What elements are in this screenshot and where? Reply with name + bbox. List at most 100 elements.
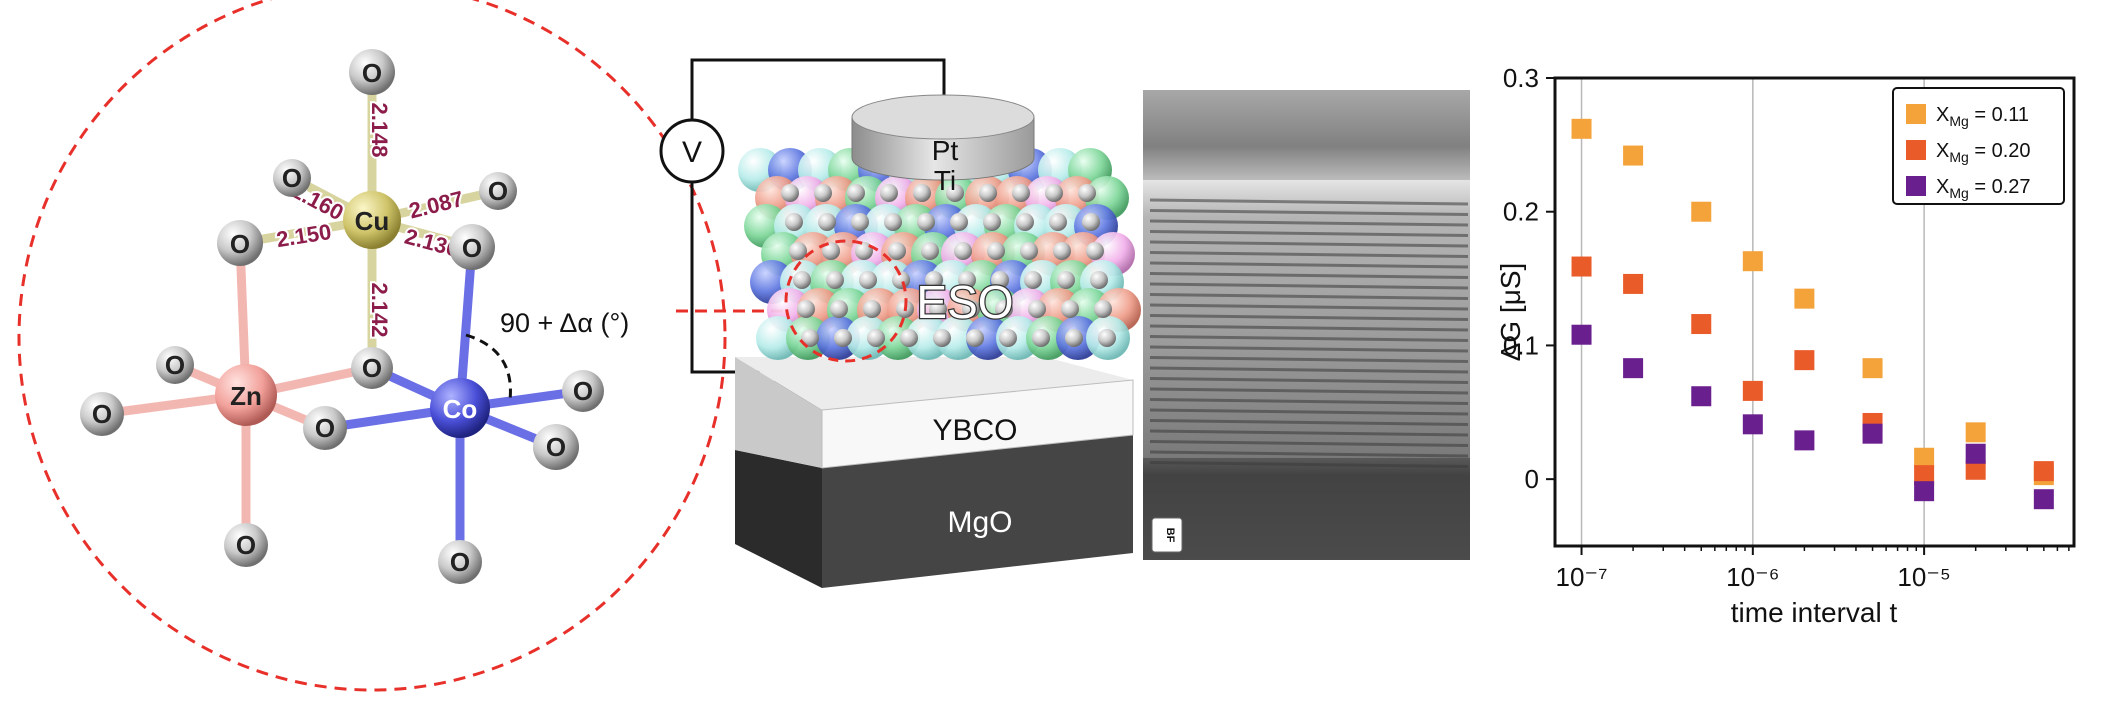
- lattice-fringe: [1149, 303, 1469, 311]
- film-sphere: [1049, 213, 1067, 231]
- film-sphere: [933, 329, 951, 347]
- film-sphere: [1032, 329, 1050, 347]
- film-sphere: [892, 271, 910, 289]
- bf-badge: BF: [1151, 517, 1183, 553]
- data-point: [1965, 422, 1986, 443]
- film-sphere: [814, 184, 832, 202]
- svg-text:O: O: [315, 413, 335, 443]
- chart-legend: XMg = 0.11 XMg = 0.20 XMg = 0.27: [1892, 87, 2065, 205]
- oxygen-atom: O: [273, 159, 311, 197]
- lattice-fringe: [1149, 335, 1469, 342]
- chart-panel: 10⁻⁷ 10⁻⁶ 10⁻⁵ 0 0.1 0.2 0.3 time interval t Δ…: [1495, 63, 2076, 628]
- legend-swatch: [1906, 140, 1926, 160]
- zn-atom: Zn: [215, 364, 277, 426]
- ybco-top: [735, 357, 1133, 410]
- film-sphere: [991, 271, 1009, 289]
- co-label: Co: [443, 394, 478, 424]
- data-point: [1623, 145, 1644, 166]
- lattice-fringe: [1149, 240, 1469, 248]
- film-sphere: [826, 271, 844, 289]
- film-sphere: [867, 329, 885, 347]
- lattice-fringe: [1149, 366, 1469, 374]
- data-point: [2033, 489, 2054, 510]
- data-point: [1794, 288, 1815, 309]
- lattice-fringe: [1149, 261, 1469, 269]
- film-sphere: [1065, 329, 1083, 347]
- data-point: [1571, 256, 1592, 277]
- oxygen-atom: O: [349, 49, 395, 95]
- lattice-fringe: [1149, 324, 1469, 332]
- film-sphere: [1024, 271, 1042, 289]
- legend-label: XMg = 0.20: [1936, 140, 2031, 165]
- oxygen-atom: O: [217, 220, 263, 266]
- film-sphere: [979, 184, 997, 202]
- lattice-fringe: [1149, 282, 1469, 290]
- oxygen-atom: O: [156, 346, 194, 384]
- angle-arc: [465, 333, 512, 401]
- ybco-front: [821, 379, 1134, 469]
- oxygen-atom: O: [303, 406, 347, 450]
- oxygen-atom: O: [449, 224, 495, 270]
- lattice-fringe: [1149, 272, 1469, 279]
- film-sphere: [797, 300, 815, 318]
- data-point: [1794, 350, 1815, 371]
- film-sphere: [966, 329, 984, 347]
- data-point: [1691, 201, 1712, 222]
- lattice-fringe: [1149, 219, 1469, 227]
- chart-ylabel: ΔG [μS]: [1495, 263, 1526, 362]
- film-sphere: [1016, 213, 1034, 231]
- chart-xlabel: time interval t: [1731, 597, 1898, 628]
- bond-length-label: 2.142: [367, 282, 392, 337]
- lattice-fringe: [1149, 398, 1469, 405]
- film-sphere: [1082, 213, 1100, 231]
- film-sphere: [1028, 300, 1046, 318]
- legend-box: [1892, 87, 2065, 205]
- data-point: [1794, 430, 1815, 451]
- oxygen-atoms: O O O O O O O O O O O O O: [80, 49, 604, 584]
- lattice-fringe: [1149, 450, 1469, 458]
- data-point: [1571, 118, 1592, 139]
- film-sphere: [999, 329, 1017, 347]
- legend-label: XMg = 0.27: [1936, 176, 2031, 201]
- oxygen-atom: O: [562, 370, 604, 412]
- film-sphere: [1061, 300, 1079, 318]
- oxygen-atom: O: [224, 523, 268, 567]
- substrate-front: [822, 435, 1133, 588]
- oxygen-atom: O: [80, 392, 124, 436]
- voltmeter-label: V: [682, 136, 702, 169]
- lattice-fringe: [1149, 440, 1469, 447]
- oxygen-atom: O: [438, 540, 482, 584]
- chart-markers: [1571, 118, 2054, 510]
- data-point: [1914, 465, 1935, 486]
- film-sphere: [900, 329, 918, 347]
- lattice-fringe: [1149, 377, 1469, 384]
- film-sphere: [847, 184, 865, 202]
- film-sphere: [789, 242, 807, 260]
- film-sphere: [1098, 329, 1116, 347]
- chart-frame: [1553, 76, 2076, 548]
- svg-text:O: O: [546, 432, 566, 462]
- substrate-left: [735, 450, 822, 588]
- data-point: [1965, 459, 1986, 480]
- data-point: [1623, 358, 1644, 379]
- top-electrode: Pt Ti: [851, 94, 1035, 196]
- lattice-fringe: [1149, 419, 1469, 426]
- substrate-label: MgO: [947, 506, 1012, 539]
- circuit-wire: [690, 58, 946, 120]
- film-sphere: [995, 300, 1013, 318]
- film-sphere: [921, 242, 939, 260]
- legend-swatch: [1906, 104, 1926, 124]
- film-sphere: [851, 213, 869, 231]
- ti-label: Ti: [934, 165, 956, 196]
- svg-text:O: O: [230, 229, 250, 259]
- film-sphere: [950, 213, 968, 231]
- film-sphere: [917, 213, 935, 231]
- film-sphere: [781, 184, 799, 202]
- film-sphere: [888, 242, 906, 260]
- lattice-fringe: [1149, 387, 1469, 395]
- film-zoom-circle: [784, 239, 908, 363]
- data-point: [2033, 461, 2054, 482]
- data-point: [1691, 386, 1712, 407]
- data-point: [1914, 481, 1935, 502]
